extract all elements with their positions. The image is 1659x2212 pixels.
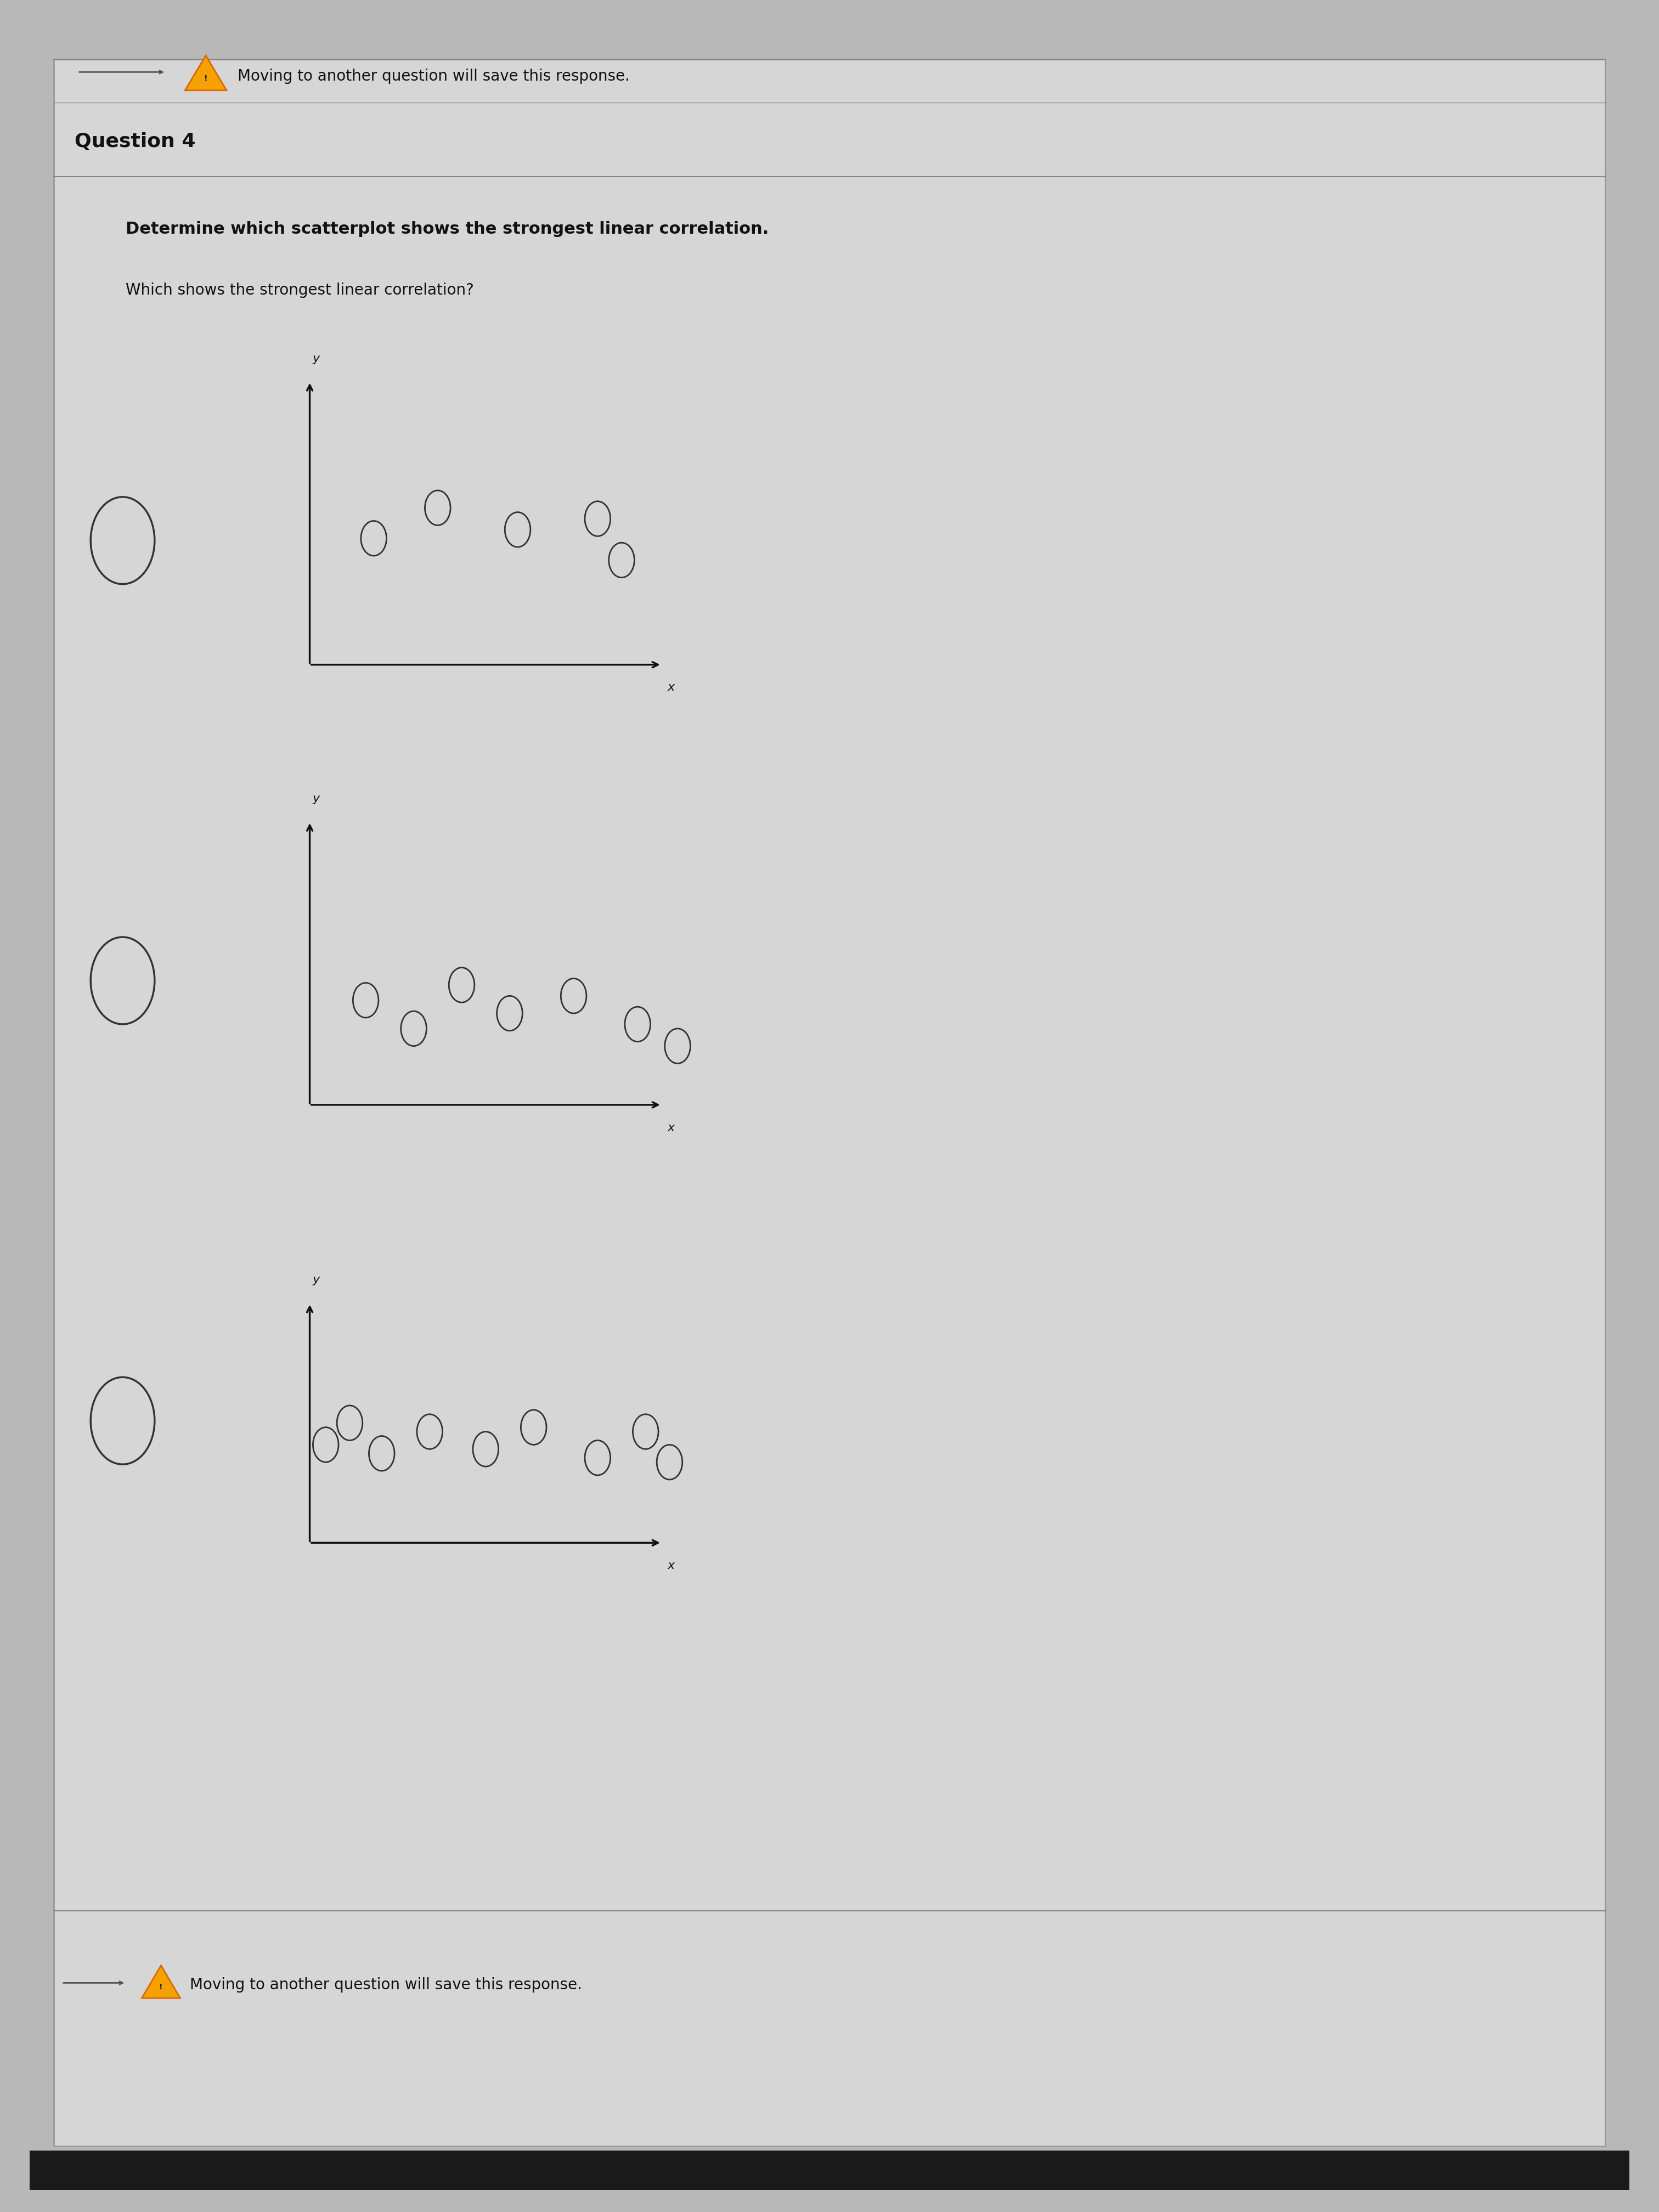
FancyBboxPatch shape [30, 2150, 1629, 2190]
Text: !: ! [204, 75, 207, 82]
Text: Question 4: Question 4 [75, 133, 196, 150]
Text: y: y [312, 794, 320, 805]
Text: y: y [312, 354, 320, 365]
Text: x: x [667, 681, 675, 692]
Text: y: y [312, 1274, 320, 1285]
Polygon shape [141, 1966, 181, 1997]
FancyBboxPatch shape [53, 60, 1606, 2146]
Text: Which shows the strongest linear correlation?: Which shows the strongest linear correla… [126, 283, 474, 299]
Text: Determine which scatterplot shows the strongest linear correlation.: Determine which scatterplot shows the st… [126, 221, 770, 237]
Polygon shape [186, 55, 227, 91]
Text: Moving to another question will save this response.: Moving to another question will save thi… [237, 69, 630, 84]
Text: Moving to another question will save this response.: Moving to another question will save thi… [189, 1978, 582, 1993]
Text: x: x [667, 1559, 675, 1571]
Text: x: x [667, 1121, 675, 1133]
Text: !: ! [159, 1984, 163, 1991]
